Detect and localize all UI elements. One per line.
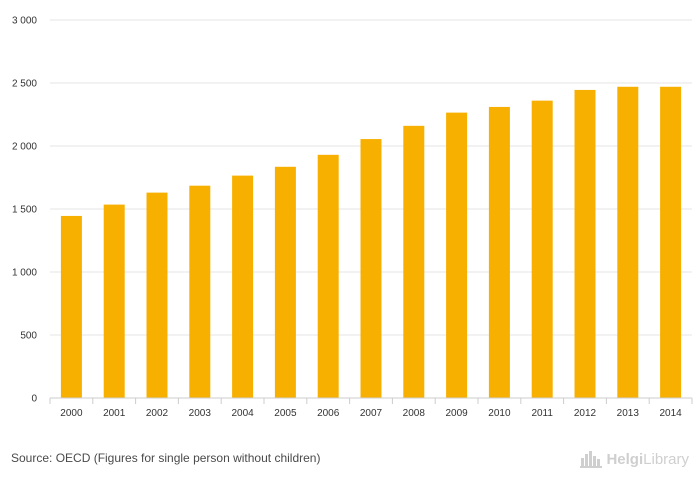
x-tick-label: 2001 (103, 408, 126, 419)
brand-name-suffix: Library (643, 450, 689, 468)
y-tick-label: 3 000 (12, 16, 37, 27)
x-tick-label: 2008 (403, 408, 426, 419)
bar-2012[interactable] (574, 89, 596, 399)
bar-2010[interactable] (488, 106, 510, 398)
x-tick-label: 2000 (60, 408, 83, 419)
source-note: Source: OECD (Figures for single person … (11, 451, 321, 465)
x-tick-label: 2014 (659, 408, 682, 419)
x-tick-label: 2005 (274, 408, 297, 419)
y-tick-label: 1 000 (12, 268, 37, 279)
x-tick-label: 2012 (574, 408, 597, 419)
y-tick-label: 0 (31, 394, 37, 405)
bars (60, 86, 682, 399)
bar-2006[interactable] (317, 154, 339, 398)
bar-2003[interactable] (189, 185, 211, 398)
x-tick-label: 2004 (231, 408, 254, 419)
y-axis-ticks: 0 500 1 000 1 500 2 000 2 500 3 000 (12, 16, 37, 405)
x-axis-ticks: 2000 2001 2002 2003 2004 2005 2006 2007 2008 2009… (49, 398, 693, 419)
x-tick-label: 2009 (445, 408, 468, 419)
brand-logo[interactable]: Helgi Library (580, 448, 689, 470)
y-tick-label: 2 500 (12, 79, 37, 90)
x-tick-label: 2011 (531, 408, 553, 419)
bar-2011[interactable] (531, 100, 553, 398)
bar-2004[interactable] (232, 175, 254, 398)
bar-2007[interactable] (360, 139, 382, 398)
bar-2001[interactable] (103, 204, 125, 398)
x-tick-label: 2003 (189, 408, 212, 419)
y-tick-label: 1 500 (12, 205, 37, 216)
bar-2008[interactable] (403, 125, 425, 398)
x-tick-label: 2007 (360, 408, 383, 419)
x-tick-label: 2002 (146, 408, 169, 419)
brand-name-prefix: Helgi (606, 450, 644, 468)
y-tick-label: 2 000 (12, 142, 37, 153)
bar-2005[interactable] (274, 166, 296, 398)
y-tick-label: 500 (20, 331, 37, 342)
bar-2013[interactable] (617, 86, 639, 398)
bar-2002[interactable] (146, 192, 168, 398)
bar-2014[interactable] (660, 86, 682, 398)
x-tick-label: 2010 (488, 408, 511, 419)
bar-2009[interactable] (446, 112, 468, 399)
x-tick-label: 2013 (617, 408, 640, 419)
city-skyline-icon (580, 451, 603, 468)
x-tick-label: 2006 (317, 408, 340, 419)
bar-2000[interactable] (60, 215, 82, 398)
